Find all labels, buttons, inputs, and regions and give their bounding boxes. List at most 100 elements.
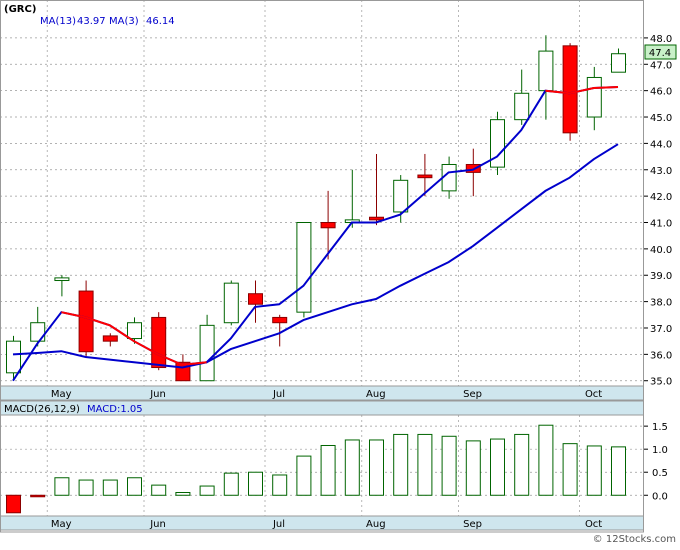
price-y-tick-label: 35.0 <box>650 377 672 388</box>
price-y-tick-label: 48.0 <box>650 34 672 45</box>
macd-x-tick-label: Jun <box>149 519 166 530</box>
macd-y-tick-label: 0.5 <box>652 468 668 479</box>
macd-bar <box>296 455 312 496</box>
candle <box>6 335 21 381</box>
macd-bars <box>6 424 626 514</box>
ma3-line-early <box>61 311 207 366</box>
ma3-value: 46.14 <box>146 16 175 27</box>
ma3-label: MA(3) <box>109 16 139 27</box>
candle <box>611 48 626 73</box>
price-x-tick-label: Sep <box>463 389 482 400</box>
macd-bar <box>490 438 505 496</box>
macd-bar <box>514 433 530 496</box>
macd-x-tick-label: Jul <box>272 519 285 530</box>
macd-x-tick-label: Oct <box>585 519 602 530</box>
last-price-tag: 47.4 <box>649 48 671 59</box>
candle-body <box>586 76 602 118</box>
ma13-line <box>12 143 619 369</box>
candle <box>514 69 530 125</box>
macd-date-band <box>0 515 644 531</box>
candle <box>490 111 505 176</box>
candle-body <box>611 53 626 73</box>
macd-bar <box>199 485 215 496</box>
macd-header-band <box>0 400 644 416</box>
price-y-tick-label: 39.0 <box>650 271 672 282</box>
candle-body <box>30 322 46 342</box>
candle-body <box>272 316 288 324</box>
candle <box>102 333 118 347</box>
price-x-tick-label: Jul <box>272 389 285 400</box>
candle-body <box>151 316 167 369</box>
price-y-tick-label: 41.0 <box>650 219 672 230</box>
ma3-line-recent <box>545 86 619 95</box>
candle-body <box>199 324 215 382</box>
macd-bar <box>369 439 384 496</box>
macd-bar <box>586 445 602 496</box>
macd-bar <box>223 472 239 496</box>
price-x-axis: May Jun Jul Aug Sep Oct <box>51 389 602 400</box>
candle-body <box>393 179 409 213</box>
macd-bar <box>417 433 433 496</box>
price-y-tick-label: 38.0 <box>650 298 672 309</box>
candle <box>30 306 46 347</box>
candle <box>199 314 215 382</box>
candle <box>127 317 142 344</box>
macd-bar <box>127 477 142 496</box>
candle <box>223 280 239 326</box>
price-y-axis: 35.0 36.0 37.0 38.0 39.0 40.0 41.0 42.0 43.0 44.0… <box>644 34 672 388</box>
candle-body <box>441 163 457 192</box>
candle-body <box>102 335 118 342</box>
candle-body <box>417 174 433 179</box>
macd-bar <box>6 494 21 514</box>
macd-bar <box>102 479 118 496</box>
price-y-tick-label: 47.0 <box>650 60 672 71</box>
candle <box>78 280 94 357</box>
candle <box>369 153 384 226</box>
candle-body <box>490 119 505 168</box>
price-y-tick-label: 45.0 <box>650 113 672 124</box>
macd-x-tick-label: Aug <box>366 519 386 530</box>
price-y-tick-label: 40.0 <box>650 245 672 256</box>
candle <box>538 35 554 120</box>
macd-bar <box>465 440 481 496</box>
macd-value: MACD:1.05 <box>87 404 143 415</box>
macd-bar <box>441 435 457 496</box>
price-y-tick-label: 46.0 <box>650 87 672 98</box>
macd-bar <box>272 474 288 496</box>
price-x-tick-label: Oct <box>585 389 602 400</box>
price-y-tick-label: 36.0 <box>650 350 672 361</box>
candle-body <box>127 322 142 340</box>
candle-body <box>369 216 384 221</box>
price-x-tick-label: Aug <box>366 389 386 400</box>
macd-bar <box>320 444 336 496</box>
price-y-tick-label: 43.0 <box>650 166 672 177</box>
price-x-tick-label: Jun <box>149 389 166 400</box>
candle-body <box>538 50 554 92</box>
price-panel <box>0 0 644 401</box>
price-date-band <box>0 385 644 401</box>
candle-body <box>514 92 530 121</box>
candle-body <box>296 222 312 313</box>
symbol-label: (GRC) <box>4 4 36 15</box>
price-x-tick-label: May <box>51 389 72 400</box>
macd-x-tick-label: May <box>51 519 72 530</box>
macd-bar <box>78 479 94 496</box>
price-y-tick-label: 37.0 <box>650 324 672 335</box>
price-y-tick-label: 44.0 <box>650 139 672 150</box>
macd-bar <box>151 484 167 496</box>
candle <box>248 280 263 323</box>
last-price-tag-box <box>644 44 677 60</box>
candle <box>562 43 578 141</box>
macd-bar <box>538 424 554 496</box>
price-y-tick-label: 42.0 <box>650 192 672 203</box>
candle <box>151 312 167 371</box>
candle-body <box>54 277 70 282</box>
macd-bar <box>344 439 360 496</box>
ma13-value: 43.97 <box>77 16 106 27</box>
macd-bar <box>562 443 578 496</box>
macd-bar <box>54 477 70 496</box>
macd-bar <box>30 494 46 498</box>
watermark: © 12Stocks.com <box>593 534 676 545</box>
